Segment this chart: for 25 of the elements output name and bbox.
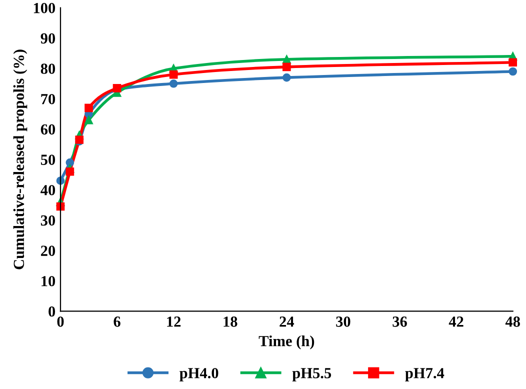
x-tick-label: 24 <box>280 316 294 327</box>
x-tick-label: 12 <box>167 316 181 327</box>
x-tick-label: 42 <box>448 316 464 327</box>
y-tick-label: 0 <box>48 306 56 317</box>
y-tick-label: 60 <box>40 124 56 135</box>
x-tick-label: 0 <box>57 316 64 327</box>
x-tick-label: 6 <box>114 316 120 327</box>
y-tick-label: 30 <box>40 215 56 226</box>
legend-label: pH4.0 <box>180 368 218 382</box>
legend-label: pH7.4 <box>405 368 444 382</box>
y-tick-label: 10 <box>42 276 56 286</box>
x-axis-title: Time (h) <box>258 335 314 350</box>
y-tick-label: 70 <box>41 94 56 104</box>
y-tick-label: 100 <box>34 2 56 14</box>
legend-label: pH5.5 <box>292 368 332 382</box>
x-tick-label: 48 <box>505 316 520 327</box>
y-tick-label: 90 <box>40 33 56 44</box>
y-tick-label: 50 <box>40 154 56 165</box>
x-tick-label: 18 <box>224 316 238 327</box>
y-tick-label: 80 <box>40 64 56 74</box>
x-tick-label: 30 <box>336 316 350 327</box>
x-tick-label: 36 <box>392 316 407 327</box>
y-axis-title: Cumulative-released propolis (%) <box>13 50 28 270</box>
y-tick-label: 20 <box>40 246 56 256</box>
y-tick-label: 40 <box>40 184 56 196</box>
